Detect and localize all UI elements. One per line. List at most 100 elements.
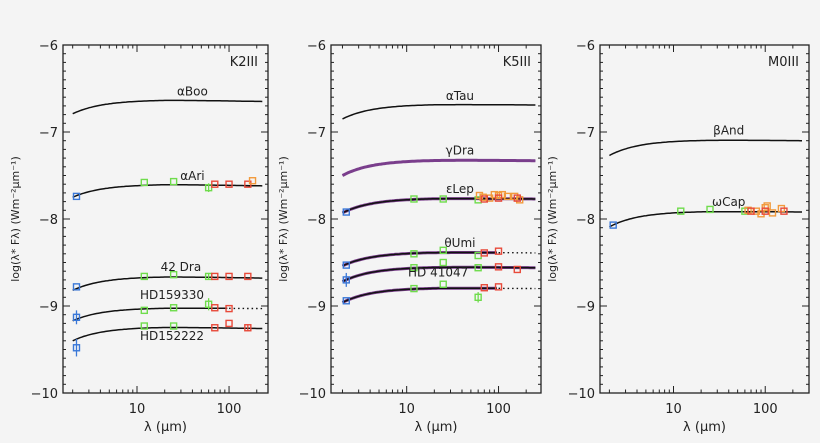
data-point-orange	[503, 192, 512, 201]
y-tick-label: −8	[39, 213, 58, 228]
data-point-blue	[342, 276, 350, 284]
data-point-blue	[72, 313, 81, 322]
data-point-green	[474, 264, 482, 272]
series-label: αAri	[180, 169, 204, 183]
series-42 Dra: 42 Dra	[72, 260, 263, 291]
y-tick-label: −9	[307, 300, 326, 315]
y-tick-label: −10	[31, 387, 58, 402]
x-tick-label: 10	[665, 402, 682, 417]
series-label: θUmi	[444, 236, 475, 250]
data-point-red	[225, 180, 233, 188]
model-curve	[72, 307, 228, 322]
data-point-red	[244, 324, 252, 332]
y-tick-label: −6	[576, 39, 595, 54]
data-point-red	[211, 304, 219, 312]
data-point-orange	[768, 209, 777, 217]
y-axis-label: log(λ* Fλ) (Wm⁻²μm⁻¹)	[546, 156, 559, 282]
data-point-red	[747, 207, 755, 215]
model-curve-halo	[341, 286, 497, 304]
y-tick-label: −7	[307, 126, 326, 141]
model-curve	[609, 210, 802, 228]
data-point-red	[211, 180, 219, 188]
data-point-red	[480, 195, 489, 203]
data-point-red	[225, 304, 233, 313]
data-point-red	[494, 194, 503, 202]
model-curve	[72, 276, 263, 291]
data-point-green	[140, 178, 148, 187]
y-tick-label: −6	[307, 39, 326, 54]
model-curve	[342, 251, 497, 267]
y-axis-label: log(λ* Fλ) (Wm⁻²μm⁻¹)	[9, 156, 22, 282]
model-curve	[342, 159, 536, 177]
series-εLep: εLep	[341, 182, 536, 216]
series-HD159330: HD159330	[72, 288, 263, 325]
series-unnamed	[341, 258, 536, 287]
panel-label: M0III	[768, 55, 799, 70]
data-point-red	[225, 272, 233, 281]
series-label: αBoo	[177, 84, 208, 98]
data-point-green	[706, 205, 714, 214]
x-tick-label: 100	[753, 402, 778, 417]
data-point-red	[513, 265, 521, 274]
x-axis-label: λ (μm)	[415, 420, 458, 435]
data-point-red	[494, 283, 503, 291]
series-αTau: αTau	[342, 89, 536, 120]
series-label: βAnd	[713, 124, 744, 138]
model-curve	[72, 184, 263, 198]
data-point-green	[169, 304, 178, 312]
model-curve	[72, 326, 263, 342]
y-tick-label: −7	[39, 126, 58, 141]
data-point-blue	[342, 297, 350, 305]
y-tick-label: −8	[576, 213, 595, 228]
data-point-green	[410, 284, 418, 293]
data-point-green	[169, 270, 178, 279]
data-point-green	[677, 207, 685, 215]
series-αAri: αAri	[72, 169, 263, 201]
y-tick-label: −9	[39, 300, 58, 315]
model-curve	[609, 139, 802, 157]
model-curve	[342, 266, 536, 283]
y-tick-label: −8	[307, 213, 326, 228]
series-label: HD 41047	[408, 265, 468, 279]
series-αBoo: αBoo	[72, 84, 263, 115]
data-point-orange	[763, 202, 771, 210]
model-curve-halo	[341, 197, 536, 215]
data-point-green	[140, 322, 148, 330]
series-ωCap: ωCap	[609, 195, 802, 229]
data-point-green	[439, 280, 447, 288]
model-curve	[72, 99, 263, 115]
plot-frame	[330, 44, 542, 394]
series-γDra: γDra	[341, 144, 536, 177]
series-label: ωCap	[712, 195, 745, 209]
data-point-blue	[342, 208, 350, 216]
x-tick-label: 10	[398, 402, 415, 417]
data-point-blue	[72, 192, 81, 201]
data-point-red	[513, 194, 521, 202]
series-label: HD152222	[140, 329, 204, 343]
x-tick-label: 100	[486, 402, 511, 417]
data-point-green	[474, 293, 482, 301]
data-point-red	[211, 272, 219, 281]
series-label: 42 Dra	[161, 260, 202, 274]
series-βAnd: βAnd	[609, 124, 802, 157]
data-point-green	[410, 250, 418, 258]
panel-label: K5III	[503, 55, 531, 70]
data-point-green	[439, 258, 447, 267]
data-point-red	[494, 263, 503, 271]
y-tick-label: −10	[299, 387, 326, 402]
data-point-green	[439, 195, 447, 203]
y-tick-label: −6	[39, 39, 58, 54]
model-curve-halo	[341, 251, 497, 268]
panel-label: K2III	[230, 55, 258, 70]
model-curve	[342, 103, 536, 120]
x-axis-label: λ (μm)	[144, 420, 187, 435]
data-point-green	[410, 264, 418, 272]
series-label: αTau	[446, 89, 474, 103]
data-point-red	[494, 247, 503, 255]
panel-K5III: −10 −9 −8 −7 −6 10 100 λ (μm) log(λ* Fλ) (Wm⁻²μm…	[277, 39, 542, 435]
model-curve-halo	[341, 158, 536, 177]
data-point-red	[480, 284, 489, 292]
data-point-red	[211, 324, 219, 332]
model-curve	[342, 287, 497, 304]
